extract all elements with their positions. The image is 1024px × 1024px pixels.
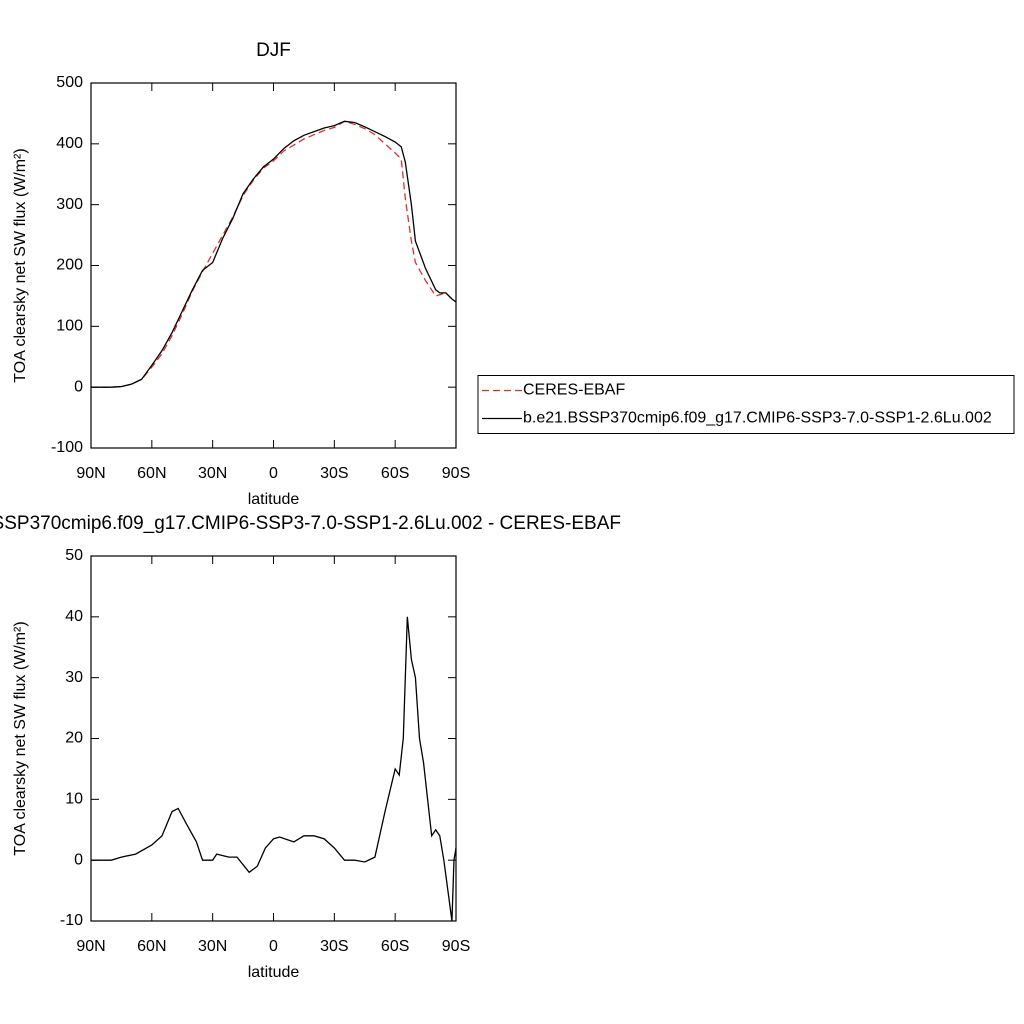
x-tick-label: 30S [320, 938, 348, 955]
y-tick-label: 0 [74, 378, 83, 395]
y-tick-label: 100 [56, 318, 83, 335]
y-tick-label: 400 [56, 135, 83, 152]
y-axis-label: TOA clearsky net SW flux (W/m²) [12, 148, 29, 382]
x-tick-label: 30N [198, 465, 227, 482]
plot-frame [90, 82, 457, 449]
y-tick-label: 30 [65, 669, 83, 686]
data-line [91, 616, 457, 922]
plot-frame [90, 555, 457, 922]
x-tick-label: 60S [381, 938, 409, 955]
legend: CERES-EBAF b.e21.BSSP370cmip6.f09_g17.CMI… [477, 375, 1015, 434]
x-tick-label: 60N [137, 938, 166, 955]
legend-frame [477, 375, 1015, 434]
plot: DJF latitude TOA clearsky net SW flux (W/m… [12, 40, 1015, 508]
x-tick-label: 90N [76, 938, 105, 955]
y-tick-label: 40 [65, 608, 83, 625]
x-tick-label: 90S [442, 465, 470, 482]
chart-title: DJF [256, 40, 291, 61]
chart-title: b.e21.BSSP370cmip6.f09_g17.CMIP6-SSP3-7.… [0, 513, 621, 534]
y-tick-label: 10 [65, 791, 83, 808]
x-tick-label: 0 [269, 938, 278, 955]
y-tick-label: 300 [56, 196, 83, 213]
y-axis-label: TOA clearsky net SW flux (W/m²) [12, 621, 29, 855]
y-tick-label: 200 [56, 257, 83, 274]
y-tick-label: 0 [74, 851, 83, 868]
x-tick-label: 60S [381, 465, 409, 482]
legend-label: b.e21.BSSP370cmip6.f09_g17.CMIP6-SSP3-7.… [523, 410, 992, 427]
y-tick-label: 20 [65, 730, 83, 747]
legend-label: CERES-EBAF [523, 382, 625, 399]
x-tick-label: 30S [320, 465, 348, 482]
x-axis-label: latitude [248, 964, 300, 981]
y-tick-label: -10 [60, 912, 83, 929]
x-tick-label: 60N [137, 465, 166, 482]
x-tick-label: 0 [269, 465, 278, 482]
y-tick-label: 500 [56, 74, 83, 91]
x-tick-label: 90N [76, 465, 105, 482]
data-line [91, 120, 457, 388]
x-axis-label: latitude [248, 491, 300, 508]
plot: b.e21.BSSP370cmip6.f09_g17.CMIP6-SSP3-7.… [0, 513, 621, 981]
y-tick-label: 50 [65, 547, 83, 564]
x-tick-label: 90S [442, 938, 470, 955]
data-line [91, 120, 457, 388]
y-tick-label: -100 [51, 439, 83, 456]
x-tick-label: 30N [198, 938, 227, 955]
